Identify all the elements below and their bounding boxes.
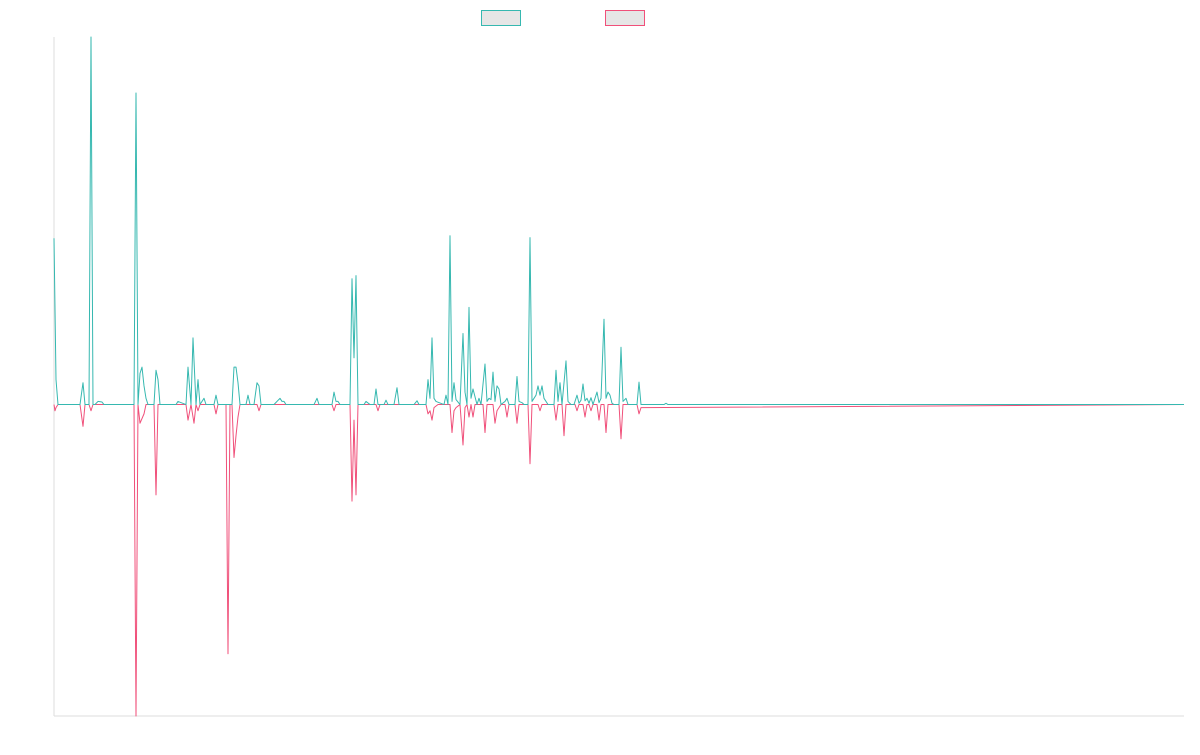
series-line-1: [53, 404, 1185, 717]
series-line-0: [53, 36, 1184, 406]
legend-swatch-teal[interactable]: [481, 10, 521, 26]
legend-swatch-pink[interactable]: [605, 10, 645, 26]
